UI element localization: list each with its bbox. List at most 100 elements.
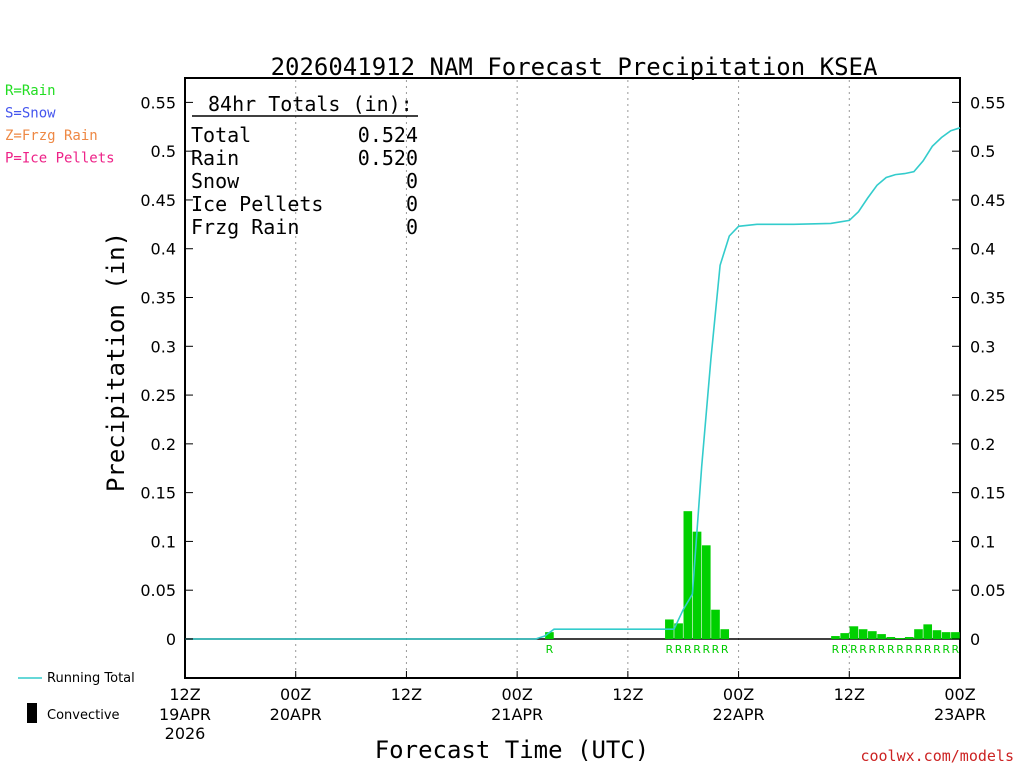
precip-type-label-5: R [702, 643, 710, 656]
totals-value-4: 0 [406, 215, 418, 239]
running-total-legend-label: Running Total [47, 671, 135, 686]
precip-type-label-9: R [841, 643, 849, 656]
totals-heading: 84hr Totals (in): [208, 92, 413, 116]
totals-label-3: Ice Pellets [191, 192, 323, 216]
plot-frame [184, 77, 961, 679]
precip-bar-11 [858, 629, 868, 639]
ytick-right-label-1: 0.05 [970, 581, 1006, 600]
precip-bar-20 [941, 632, 951, 639]
precip-type-label-15: R [896, 643, 904, 656]
precip-type-label-3: R [684, 643, 692, 656]
precip-type-label-21: R [952, 643, 960, 656]
ytick-left-label-10: 0.5 [151, 142, 176, 161]
precip-bar-6 [711, 609, 720, 639]
ytick-right-label-6: 0.3 [970, 337, 995, 356]
credit-link[interactable]: coolwx.com/models [860, 747, 1014, 765]
precip-type-label-8: R [832, 643, 840, 656]
ytick-right-label-8: 0.4 [970, 240, 995, 259]
y-axis-left: 0 0.05 0.1 0.15 0.2 0.25 0.3 0.35 0.4 0.45 0.5 0.55 [140, 93, 193, 649]
ytick-right-label-10: 0.5 [970, 142, 995, 161]
precip-type-label-10: R [850, 643, 858, 656]
precip-bar-12 [868, 631, 877, 639]
ytick-left-label-2: 0.1 [151, 532, 176, 551]
ytick-left-label-4: 0.2 [151, 435, 176, 454]
precip-type-label-17: R [915, 643, 923, 656]
xtick-label-7: 00Z [944, 685, 975, 704]
precip-bar-3 [683, 511, 693, 639]
ytick-right-label-9: 0.45 [970, 191, 1006, 210]
totals-box: 84hr Totals (in): Total 0.524 Rain 0.520 Sno… [191, 92, 418, 239]
precip-bar-16 [904, 637, 914, 639]
ytick-left-label-9: 0.45 [140, 191, 176, 210]
precip-type-label-12: R [869, 643, 877, 656]
precip-bars [545, 511, 960, 639]
precip-legend-item-1: S=Snow [5, 106, 56, 122]
ytick-right-label-7: 0.35 [970, 289, 1006, 308]
precip-type-label-2: R [675, 643, 683, 656]
precip-type-label-20: R [942, 643, 950, 656]
precip-type-label-19: R [933, 643, 941, 656]
precip-bar-15 [895, 638, 905, 639]
precip-type-label-7: R [721, 643, 729, 656]
precip-bar-7 [720, 629, 730, 639]
totals-label-2: Snow [191, 169, 240, 193]
precip-bar-17 [914, 629, 923, 639]
totals-label-4: Frzg Rain [191, 215, 299, 239]
precip-bar-8 [831, 636, 840, 639]
ytick-right-label-11: 0.55 [970, 93, 1006, 112]
precip-bar-9 [840, 633, 849, 639]
precip-bar-5 [701, 545, 711, 639]
xtick-label-5: 00Z [723, 685, 754, 704]
convective-legend-swatch [27, 703, 37, 723]
ytick-left-label-5: 0.25 [140, 386, 176, 405]
running-total-line [185, 127, 961, 640]
precip-bar-19 [932, 630, 942, 639]
xtick-date-1: 20APR [270, 705, 322, 724]
precip-type-label-11: R [859, 643, 867, 656]
ytick-left-label-6: 0.3 [151, 337, 176, 356]
precip-bar-10 [849, 626, 859, 639]
ytick-left-label-0: 0 [166, 630, 176, 649]
ytick-right-label-0: 0 [970, 630, 980, 649]
convective-legend-label: Convective [47, 708, 120, 723]
xtick-label-0: 12Z [169, 685, 200, 704]
ytick-right-label-4: 0.2 [970, 435, 995, 454]
ytick-left-label-1: 0.05 [140, 581, 176, 600]
ytick-left-label-11: 0.55 [140, 93, 176, 112]
precip-bar-14 [886, 637, 896, 639]
totals-rows: Total 0.524 Rain 0.520 Snow 0 Ice Pellets 0 Frzg… [191, 123, 418, 239]
totals-label-1: Rain [191, 146, 239, 170]
y-axis-right: 0 0.05 0.1 0.15 0.2 0.25 0.3 0.35 0.4 0.45 0.5 0.55 [952, 93, 1006, 649]
precip-bar-21 [951, 632, 960, 639]
precip-type-label-18: R [924, 643, 932, 656]
xtick-date-7: 23APR [934, 705, 986, 724]
precip-bar-0 [545, 632, 554, 639]
ytick-right-label-3: 0.15 [970, 484, 1006, 503]
precip-legend-item-3: P=Ice Pellets [5, 151, 115, 167]
xtick-date-0: 19APR [159, 705, 211, 724]
totals-label-0: Total [191, 123, 251, 147]
ytick-left-label-8: 0.4 [151, 240, 176, 259]
xtick-date-5: 22APR [713, 705, 765, 724]
precip-bar-18 [923, 624, 933, 639]
precip-type-label-14: R [887, 643, 895, 656]
xtick-label-3: 00Z [501, 685, 532, 704]
ytick-right-label-2: 0.1 [970, 532, 995, 551]
precip-type-label-6: R [712, 643, 720, 656]
precip-bar-13 [877, 634, 886, 639]
x-axis-title: Forecast Time (UTC) [375, 736, 650, 764]
precip-type-label-16: R [905, 643, 913, 656]
xtick-label-6: 12Z [834, 685, 865, 704]
precip-legend-item-0: R=Rain [5, 83, 56, 99]
ytick-left-label-7: 0.35 [140, 289, 176, 308]
precip-type-label-1: R [666, 643, 674, 656]
xtick-label-2: 12Z [391, 685, 422, 704]
precip-bar-4 [692, 531, 702, 639]
xtick-date-3: 21APR [491, 705, 543, 724]
precip-bar-2 [674, 623, 683, 639]
totals-value-0: 0.524 [358, 123, 418, 147]
xtick-label-4: 12Z [612, 685, 643, 704]
